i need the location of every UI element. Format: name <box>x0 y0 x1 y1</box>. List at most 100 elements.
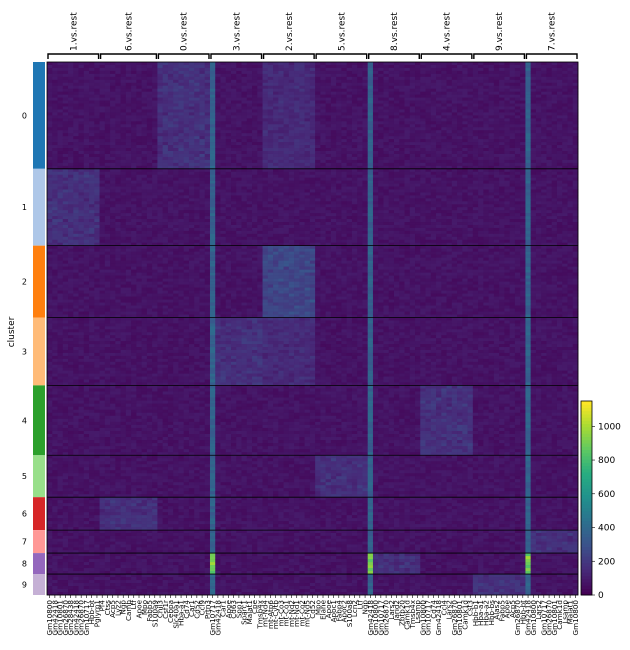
group-label: 3.vs.rest <box>232 12 242 51</box>
heatmap-cell <box>167 133 174 137</box>
heatmap-cell <box>446 64 453 69</box>
heatmap-cell <box>262 70 269 75</box>
heatmap-cell <box>215 224 221 229</box>
heatmap-cell <box>152 130 158 134</box>
heatmap-cell <box>73 91 79 95</box>
heatmap-cell <box>556 62 563 66</box>
heatmap-cell <box>199 183 206 187</box>
heatmap-cell <box>83 207 90 211</box>
heatmap-cell <box>267 148 274 152</box>
heatmap-cell <box>404 145 411 149</box>
heatmap-cell <box>225 100 232 104</box>
heatmap-cell <box>514 121 521 125</box>
heatmap-cell <box>299 85 305 89</box>
heatmap-cell <box>346 115 353 119</box>
heatmap-cell <box>346 64 353 69</box>
heatmap-cell <box>167 139 174 143</box>
heatmap-cell <box>178 233 184 238</box>
heatmap-cell <box>472 73 479 78</box>
heatmap-cell <box>304 103 311 107</box>
heatmap-cell <box>236 204 242 208</box>
heatmap-cell <box>220 210 227 214</box>
heatmap-cell <box>146 171 153 176</box>
heatmap-cell <box>236 82 242 87</box>
heatmap-cell <box>167 156 174 161</box>
heatmap-cell <box>52 151 58 155</box>
heatmap-cell <box>262 62 269 66</box>
heatmap-cell <box>115 115 121 119</box>
heatmap-cell <box>451 85 458 89</box>
heatmap-cell <box>178 133 184 137</box>
heatmap-cell <box>535 62 542 66</box>
heatmap-cell <box>204 165 211 170</box>
heatmap-cell <box>509 151 516 155</box>
heatmap-cell <box>267 139 274 143</box>
heatmap-cell <box>257 91 263 95</box>
heatmap-cell <box>241 186 248 190</box>
heatmap-cell <box>152 210 158 214</box>
heatmap-cell <box>425 159 432 164</box>
heatmap-cell <box>404 165 411 170</box>
heatmap-cell <box>520 73 526 78</box>
heatmap-cell <box>136 142 142 146</box>
heatmap-cell <box>367 91 374 95</box>
heatmap-cell <box>78 133 85 137</box>
heatmap-cell <box>278 222 284 226</box>
heatmap-cell <box>425 148 432 152</box>
heatmap-cell <box>509 76 516 81</box>
heatmap-cell <box>257 139 263 143</box>
heatmap-cell <box>173 115 179 119</box>
heatmap-cell <box>252 227 258 232</box>
heatmap-cell <box>146 76 153 81</box>
heatmap-cell <box>530 130 537 134</box>
heatmap-cell <box>541 136 547 140</box>
heatmap-cell <box>309 192 316 196</box>
heatmap-cell <box>99 133 106 137</box>
heatmap-cell <box>89 115 95 119</box>
heatmap-cell <box>120 153 127 158</box>
heatmap-cell <box>252 153 258 158</box>
heatmap-cell <box>309 222 316 226</box>
heatmap-cell <box>393 136 400 140</box>
heatmap-cell <box>294 236 300 241</box>
heatmap-cell <box>257 233 263 238</box>
heatmap-cell <box>441 85 447 89</box>
heatmap-cell <box>283 198 290 202</box>
heatmap-cell <box>178 162 184 167</box>
heatmap-cell <box>257 165 263 170</box>
heatmap-cell <box>483 67 489 72</box>
heatmap-cell <box>404 159 411 164</box>
heatmap-cell <box>330 159 337 164</box>
heatmap-cell <box>157 91 163 95</box>
heatmap-cell <box>457 162 463 167</box>
heatmap-cell <box>362 118 369 122</box>
heatmap-cell <box>330 133 337 137</box>
heatmap-cell <box>299 156 305 161</box>
heatmap-cell <box>546 82 553 87</box>
heatmap-cell <box>541 94 547 98</box>
heatmap-cell <box>478 156 484 161</box>
heatmap-cell <box>551 70 558 75</box>
heatmap-cell <box>509 109 516 113</box>
heatmap-cell <box>315 106 321 110</box>
heatmap-cell <box>262 177 269 181</box>
heatmap-cell <box>278 70 284 75</box>
heatmap-cell <box>62 82 69 87</box>
heatmap-cell <box>288 192 295 196</box>
heatmap-cell <box>262 192 269 196</box>
heatmap-cell <box>194 70 200 75</box>
heatmap-cell <box>409 124 416 128</box>
heatmap-cell <box>420 109 426 113</box>
heatmap-cell <box>330 162 337 167</box>
heatmap-cell <box>47 136 53 140</box>
heatmap-cell <box>451 64 458 69</box>
heatmap-cell <box>462 79 468 84</box>
heatmap-cell <box>441 153 447 158</box>
heatmap-cell <box>94 224 100 229</box>
heatmap-cell <box>104 224 111 229</box>
heatmap-cell <box>299 97 305 101</box>
heatmap-cell <box>241 88 248 92</box>
heatmap-cell <box>294 115 300 119</box>
heatmap-cell <box>183 159 190 164</box>
heatmap-cell <box>372 130 379 134</box>
